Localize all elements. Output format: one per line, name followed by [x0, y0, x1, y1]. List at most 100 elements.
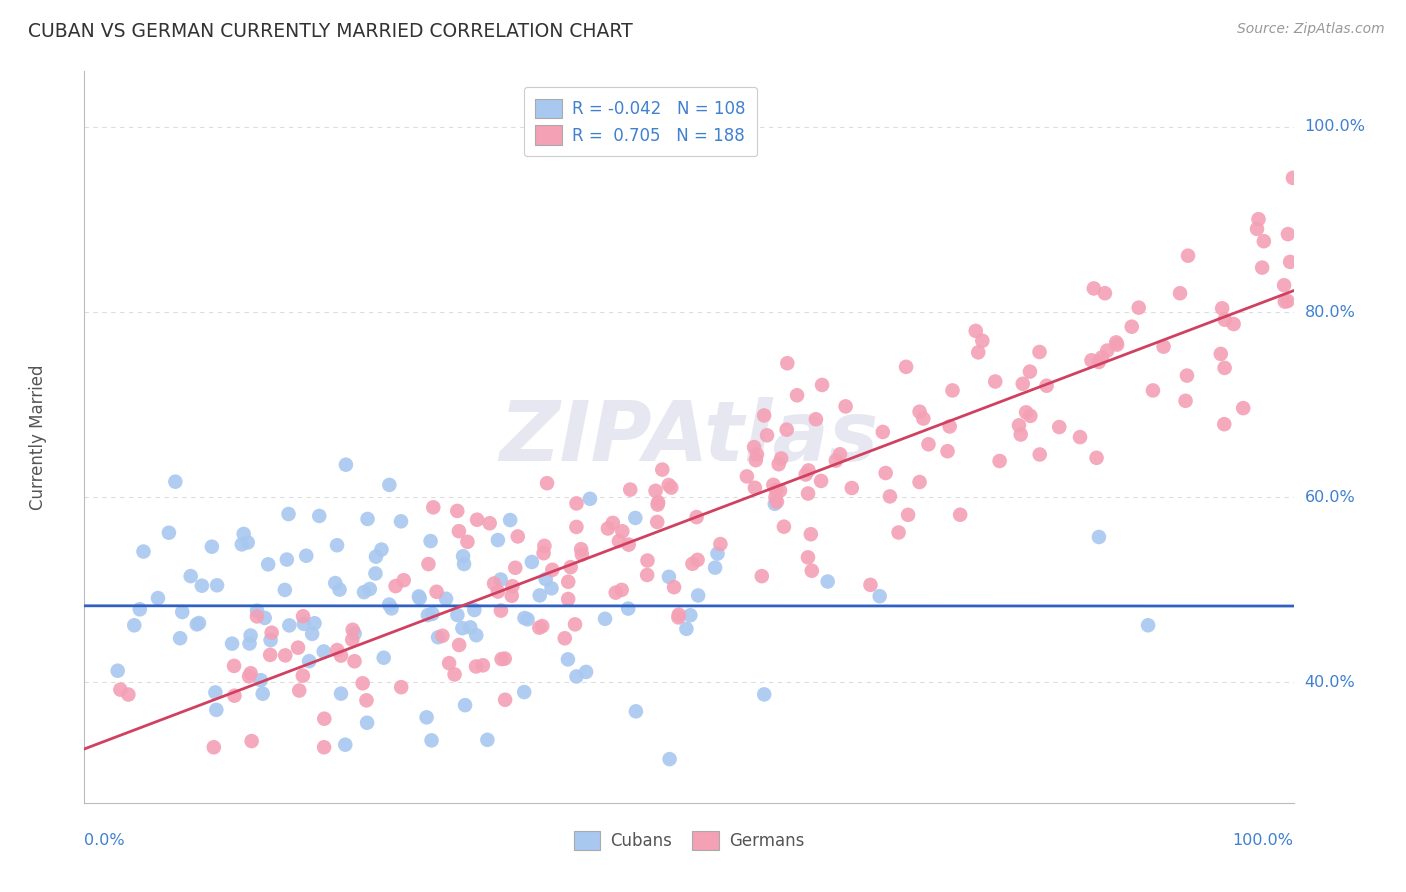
Point [246, 604, 269, 618]
Point [685, 510, 707, 524]
Point [482, 576, 505, 591]
Point [520, 555, 543, 569]
Point [709, 537, 731, 551]
Point [841, 481, 863, 495]
Point [744, 481, 766, 495]
Point [879, 489, 901, 503]
Text: CUBAN VS GERMAN CURRENTLY MARRIED CORRELATION CHART: CUBAN VS GERMAN CURRENTLY MARRIED CORREL… [28, 22, 633, 41]
Point [1277, 293, 1299, 308]
Point [257, 558, 280, 572]
Point [352, 676, 374, 690]
Point [330, 687, 353, 701]
Text: 80.0%: 80.0% [1305, 304, 1355, 319]
Point [647, 495, 669, 509]
Point [769, 483, 792, 498]
Point [834, 400, 856, 414]
Point [908, 475, 931, 489]
Point [637, 553, 659, 567]
Point [437, 656, 460, 670]
Point [534, 572, 557, 586]
Point [1213, 312, 1236, 326]
Point [499, 513, 522, 527]
Point [291, 668, 314, 682]
Point [593, 612, 616, 626]
Point [276, 552, 298, 566]
Point [624, 704, 647, 718]
Point [463, 603, 485, 617]
Point [1209, 347, 1232, 361]
Point [912, 411, 935, 425]
Point [596, 521, 619, 535]
Point [1011, 376, 1033, 391]
Point [810, 474, 832, 488]
Point [533, 539, 555, 553]
Point [658, 570, 681, 584]
Text: 100.0%: 100.0% [1233, 833, 1294, 848]
Point [298, 654, 321, 668]
Point [260, 625, 283, 640]
Point [752, 409, 775, 423]
Point [326, 538, 349, 552]
Point [651, 462, 673, 476]
Point [236, 535, 259, 549]
Point [1251, 260, 1274, 275]
Point [274, 648, 297, 663]
Point [373, 650, 395, 665]
Point [301, 627, 323, 641]
Point [828, 447, 851, 461]
Point [501, 589, 523, 603]
Point [1015, 405, 1038, 419]
Point [359, 582, 381, 596]
Point [343, 626, 366, 640]
Point [636, 568, 658, 582]
Point [605, 585, 627, 599]
Point [529, 621, 551, 635]
Point [529, 588, 551, 602]
Point [557, 574, 579, 589]
Point [378, 598, 401, 612]
Point [1069, 430, 1091, 444]
Point [554, 632, 576, 646]
Point [742, 440, 765, 454]
Point [565, 496, 588, 510]
Text: Source: ZipAtlas.com: Source: ZipAtlas.com [1237, 22, 1385, 37]
Point [875, 466, 897, 480]
Point [607, 534, 630, 549]
Point [312, 644, 335, 658]
Point [110, 682, 132, 697]
Point [917, 437, 939, 451]
Point [1028, 345, 1050, 359]
Point [1121, 319, 1143, 334]
Point [232, 527, 254, 541]
Point [706, 547, 728, 561]
Point [908, 405, 931, 419]
Point [1211, 301, 1233, 316]
Point [949, 508, 972, 522]
Point [1142, 384, 1164, 398]
Point [666, 610, 689, 624]
Point [304, 616, 326, 631]
Point [335, 738, 357, 752]
Point [418, 557, 440, 571]
Point [617, 538, 640, 552]
Point [1247, 212, 1270, 227]
Point [936, 444, 959, 458]
Point [169, 631, 191, 645]
Point [770, 451, 793, 466]
Point [1035, 378, 1057, 392]
Point [1174, 393, 1197, 408]
Point [353, 585, 375, 599]
Point [988, 454, 1011, 468]
Text: 60.0%: 60.0% [1305, 490, 1355, 505]
Point [446, 504, 468, 518]
Point [420, 733, 443, 747]
Point [797, 486, 820, 500]
Point [415, 710, 437, 724]
Point [887, 525, 910, 540]
Point [489, 573, 512, 587]
Point [180, 569, 202, 583]
Text: 100.0%: 100.0% [1305, 120, 1365, 135]
Point [617, 601, 640, 615]
Point [564, 617, 586, 632]
Point [1213, 360, 1236, 375]
